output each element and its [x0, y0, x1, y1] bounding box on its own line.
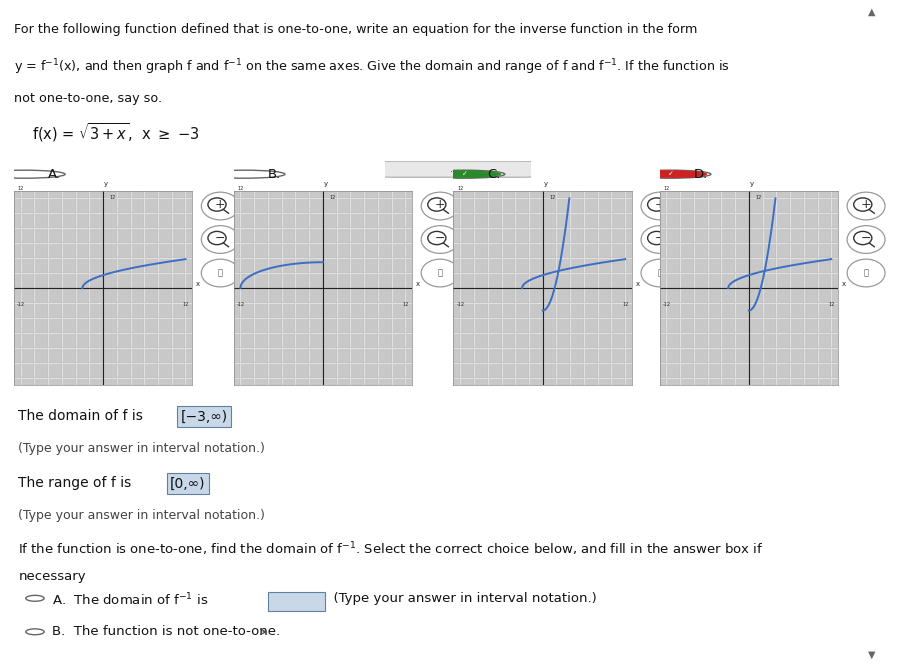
Circle shape	[421, 192, 459, 220]
Circle shape	[202, 226, 239, 253]
Text: If the function is one-to-one, find the domain of f$^{-1}$. Select the correct c: If the function is one-to-one, find the …	[18, 541, 764, 558]
Text: C.: C.	[487, 168, 501, 181]
Text: B.: B.	[267, 168, 281, 181]
Text: -12: -12	[236, 302, 245, 307]
Text: ⬛: ⬛	[438, 269, 442, 277]
Text: (Type your answer in interval notation.): (Type your answer in interval notation.)	[325, 592, 597, 604]
Circle shape	[202, 259, 239, 287]
Text: A.: A.	[48, 168, 61, 181]
Circle shape	[641, 259, 679, 287]
Text: +: +	[435, 198, 445, 211]
Text: The range of f is: The range of f is	[18, 476, 140, 490]
Circle shape	[634, 171, 707, 178]
Text: ⬛: ⬛	[218, 269, 223, 277]
Circle shape	[641, 192, 679, 220]
Circle shape	[847, 259, 885, 287]
Circle shape	[428, 171, 501, 178]
FancyBboxPatch shape	[268, 592, 325, 611]
Circle shape	[204, 170, 285, 178]
Text: 12: 12	[17, 186, 24, 191]
Text: −: −	[435, 232, 445, 245]
Text: 12: 12	[828, 302, 834, 307]
Text: A.  The domain of f$^{-1}$ is: A. The domain of f$^{-1}$ is	[51, 592, 208, 608]
Text: ⬛: ⬛	[658, 269, 662, 277]
Text: ▲: ▲	[868, 7, 876, 17]
Text: ✓: ✓	[462, 171, 467, 177]
Text: +: +	[655, 198, 665, 211]
Text: y: y	[104, 181, 108, 187]
Text: y: y	[323, 181, 328, 187]
Circle shape	[421, 259, 459, 287]
Text: −: −	[861, 232, 871, 245]
Text: The domain of f is: The domain of f is	[18, 409, 152, 423]
Circle shape	[0, 170, 65, 178]
Text: x: x	[416, 281, 420, 287]
Text: 12: 12	[330, 195, 336, 200]
Text: 12: 12	[110, 195, 116, 200]
Text: D.: D.	[693, 168, 708, 181]
Text: [−3,∞): [−3,∞)	[180, 409, 228, 423]
Text: (Type your answer in interval notation.): (Type your answer in interval notation.)	[18, 509, 266, 521]
Text: ▼: ▼	[868, 650, 876, 660]
Text: (Type your answer in interval notation.): (Type your answer in interval notation.)	[18, 442, 266, 454]
Circle shape	[202, 192, 239, 220]
Text: −: −	[655, 232, 665, 245]
Text: 12: 12	[622, 302, 628, 307]
Text: For the following function defined that is one-to-one, write an equation for the: For the following function defined that …	[14, 23, 697, 36]
Text: -12: -12	[662, 302, 671, 307]
Text: . . .: . . .	[451, 164, 465, 174]
Text: [0,∞): [0,∞)	[170, 476, 205, 490]
Circle shape	[847, 226, 885, 253]
Text: +: +	[861, 198, 871, 211]
Text: y: y	[749, 181, 754, 187]
Text: 12: 12	[457, 186, 463, 191]
Text: not one-to-one, say so.: not one-to-one, say so.	[14, 92, 162, 105]
Text: -12: -12	[16, 302, 25, 307]
Circle shape	[641, 226, 679, 253]
Circle shape	[421, 226, 459, 253]
Text: x: x	[196, 281, 200, 287]
Text: B.  The function is not one-to-one.: B. The function is not one-to-one.	[51, 625, 279, 638]
Text: 12: 12	[550, 195, 556, 200]
Text: +: +	[215, 198, 225, 211]
Text: ✓: ✓	[668, 171, 673, 177]
FancyBboxPatch shape	[380, 161, 536, 178]
Text: ⬛: ⬛	[864, 269, 868, 277]
Text: -12: -12	[456, 302, 464, 307]
Text: 12: 12	[756, 195, 762, 200]
Text: 12: 12	[663, 186, 670, 191]
Circle shape	[847, 192, 885, 220]
Text: y = f$^{-1}$(x), and then graph f and f$^{-1}$ on the same axes. Give the domain: y = f$^{-1}$(x), and then graph f and f$…	[14, 57, 730, 76]
Text: 12: 12	[237, 186, 244, 191]
Text: y: y	[543, 181, 548, 187]
Text: necessary: necessary	[18, 570, 86, 583]
Text: 12: 12	[182, 302, 189, 307]
Text: f(x) = $\sqrt{3+x}$,  x $\geq$ $-$3: f(x) = $\sqrt{3+x}$, x $\geq$ $-$3	[32, 121, 200, 144]
Text: −: −	[215, 232, 225, 245]
Text: x: x	[842, 281, 845, 287]
Text: x: x	[636, 281, 639, 287]
Text: 12: 12	[402, 302, 409, 307]
